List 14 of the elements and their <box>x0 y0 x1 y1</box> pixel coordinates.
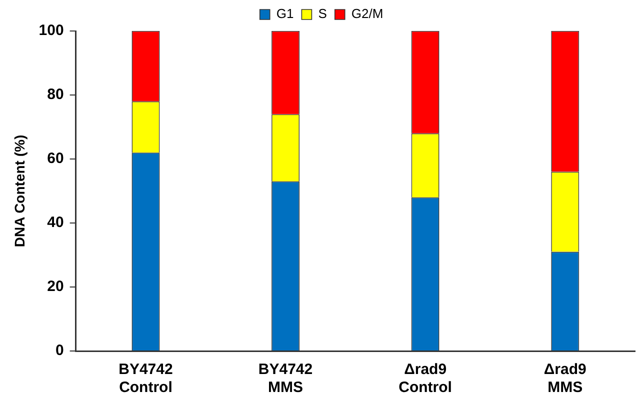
y-axis-title: DNA Content (%) <box>11 134 28 248</box>
y-tick-label: 80 <box>47 86 64 104</box>
x-tick-label: Δrad9 MMS <box>544 361 586 396</box>
y-tick-label: 20 <box>47 278 64 296</box>
legend-label: G1 <box>276 6 294 22</box>
x-tick-label: BY4742 Control <box>118 361 173 396</box>
y-tick-label: 100 <box>38 22 64 40</box>
x-tick-label: BY4742 MMS <box>258 361 313 396</box>
y-tick-label: 0 <box>55 342 64 360</box>
legend-label: S <box>318 6 328 22</box>
y-tick-label: 60 <box>47 150 64 168</box>
y-tick-label: 40 <box>47 214 64 232</box>
x-tick-label: Δrad9 Control <box>398 361 452 396</box>
legend-label: G2/M <box>351 6 384 22</box>
